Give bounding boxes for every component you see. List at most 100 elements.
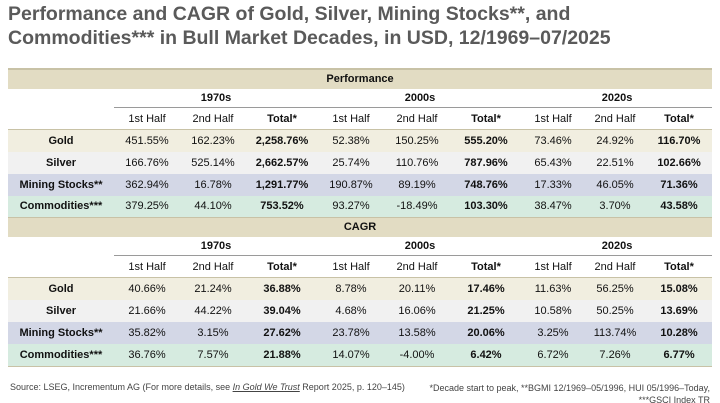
table-cell: 44.10% (180, 195, 246, 218)
performance-decade-header: 1970s 2000s 2020s (8, 88, 713, 108)
column-header: 1st Half (114, 107, 180, 130)
corner-cell (8, 89, 114, 108)
table-cell: 16.78% (180, 173, 246, 196)
title-line-2: Commodities*** in Bull Market Decades, i… (8, 27, 611, 49)
table-cell: 379.25% (114, 195, 180, 218)
page-title: Performance and CAGR of Gold, Silver, Mi… (8, 2, 713, 50)
source-note: Source: LSEG, Incrementum AG (For more d… (10, 382, 405, 392)
column-header: Total* (450, 255, 522, 278)
table-cell: 35.82% (114, 321, 180, 344)
table-cell: 43.58% (646, 195, 713, 218)
table-cell: 103.30% (450, 195, 522, 218)
column-header: 2nd Half (584, 255, 646, 278)
table-cell: 21.25% (450, 299, 522, 322)
table-cell: 150.25% (384, 129, 450, 152)
column-header: 2nd Half (384, 255, 450, 278)
table-cell: 8.78% (318, 277, 384, 300)
footnotes: *Decade start to peak, **BGMI 12/1969–05… (429, 382, 710, 403)
source-prefix: Source: LSEG, Incrementum AG (For more d… (10, 382, 233, 392)
column-header: 1st Half (114, 255, 180, 278)
table-cell: 2,662.57% (246, 151, 318, 174)
column-header: Total* (646, 255, 713, 278)
table-cell: -4.00% (384, 343, 450, 366)
table-cell: 17.33% (522, 173, 584, 196)
table-cell: 16.06% (384, 299, 450, 322)
row-label: Gold (8, 129, 114, 152)
column-header: Total* (450, 107, 522, 130)
table-cell: -18.49% (384, 195, 450, 218)
table-cell: 20.06% (450, 321, 522, 344)
table-cell: 20.11% (384, 277, 450, 300)
table-cell: 2,258.76% (246, 129, 318, 152)
decade-label: 2000s (318, 88, 522, 108)
decade-label: 2000s (318, 236, 522, 256)
row-label: Commodities*** (8, 195, 114, 218)
table-cell: 10.58% (522, 299, 584, 322)
column-header: 1st Half (318, 107, 384, 130)
table-cell: 25.74% (318, 151, 384, 174)
table-cell: 787.96% (450, 151, 522, 174)
table-cell: 3.70% (584, 195, 646, 218)
cagr-row-commodities: Commodities*** 36.76% 7.57% 21.88% 14.07% -4.… (8, 343, 713, 366)
table-cell: 102.66% (646, 151, 713, 174)
table-cell: 44.22% (180, 299, 246, 322)
report-link[interactable]: In Gold We Trust (232, 382, 300, 392)
table-cell: 15.08% (646, 277, 713, 300)
table-cell: 748.76% (450, 173, 522, 196)
table-cell: 21.66% (114, 299, 180, 322)
table-cell: 56.25% (584, 277, 646, 300)
cagr-row-mining-stocks: Mining Stocks** 35.82% 3.15% 27.62% 23.78% 13… (8, 321, 713, 344)
table-cell: 116.70% (646, 129, 713, 152)
table-cell: 13.69% (646, 299, 713, 322)
title-line-1: Performance and CAGR of Gold, Silver, Mi… (8, 3, 571, 25)
column-header: 2nd Half (584, 107, 646, 130)
table-cell: 166.76% (114, 151, 180, 174)
section-title: Performance (8, 69, 713, 89)
table-cell: 46.05% (584, 173, 646, 196)
performance-row-mining-stocks: Mining Stocks** 362.94% 16.78% 1,291.77% 190… (8, 173, 713, 196)
table-cell: 23.78% (318, 321, 384, 344)
column-header: 1st Half (522, 107, 584, 130)
row-label: Silver (8, 299, 114, 322)
table-cell: 65.43% (522, 151, 584, 174)
table-cell: 3.15% (180, 321, 246, 344)
column-header: 2nd Half (384, 107, 450, 130)
performance-column-header: 1st Half 2nd Half Total* 1st Half 2nd Half To… (8, 107, 713, 130)
table-cell: 21.24% (180, 277, 246, 300)
table-cell: 27.62% (246, 321, 318, 344)
table-cell: 17.46% (450, 277, 522, 300)
table-cell: 6.77% (646, 343, 713, 366)
footnote-line-2: ***GSCI Index TR (638, 395, 710, 403)
data-table-container: Performance 1970s 2000s 2020s 1st Half 2nd Ha… (8, 68, 713, 367)
row-label: Gold (8, 277, 114, 300)
decade-label: 1970s (114, 236, 318, 256)
table-cell: 73.46% (522, 129, 584, 152)
table-cell: 24.92% (584, 129, 646, 152)
table-cell: 52.38% (318, 129, 384, 152)
row-label: Commodities*** (8, 343, 114, 366)
source-suffix: Report 2025, p. 120–145) (299, 382, 405, 392)
table-cell: 525.14% (180, 151, 246, 174)
table-cell: 3.25% (522, 321, 584, 344)
cagr-row-gold: Gold 40.66% 21.24% 36.88% 8.78% 20.11% 17.46% 1… (8, 277, 713, 300)
corner-cell (8, 107, 114, 130)
column-header: Total* (646, 107, 713, 130)
table-cell: 39.04% (246, 299, 318, 322)
column-header: Total* (246, 255, 318, 278)
table-cell: 6.72% (522, 343, 584, 366)
table-cell: 14.07% (318, 343, 384, 366)
table-cell: 110.76% (384, 151, 450, 174)
table-cell: 13.58% (384, 321, 450, 344)
table-cell: 50.25% (584, 299, 646, 322)
performance-row-gold: Gold 451.55% 162.23% 2,258.76% 52.38% 150.25%… (8, 129, 713, 152)
row-label: Mining Stocks** (8, 173, 114, 196)
table-cell: 36.76% (114, 343, 180, 366)
table-cell: 451.55% (114, 129, 180, 152)
table-cell: 21.88% (246, 343, 318, 366)
corner-cell (8, 237, 114, 256)
performance-cagr-table: Performance 1970s 2000s 2020s 1st Half 2nd Ha… (8, 69, 713, 366)
decade-label: 2020s (522, 236, 713, 256)
table-cell: 7.26% (584, 343, 646, 366)
cagr-section-header: CAGR (8, 217, 713, 237)
cagr-row-silver: Silver 21.66% 44.22% 39.04% 4.68% 16.06% 21.25… (8, 299, 713, 322)
